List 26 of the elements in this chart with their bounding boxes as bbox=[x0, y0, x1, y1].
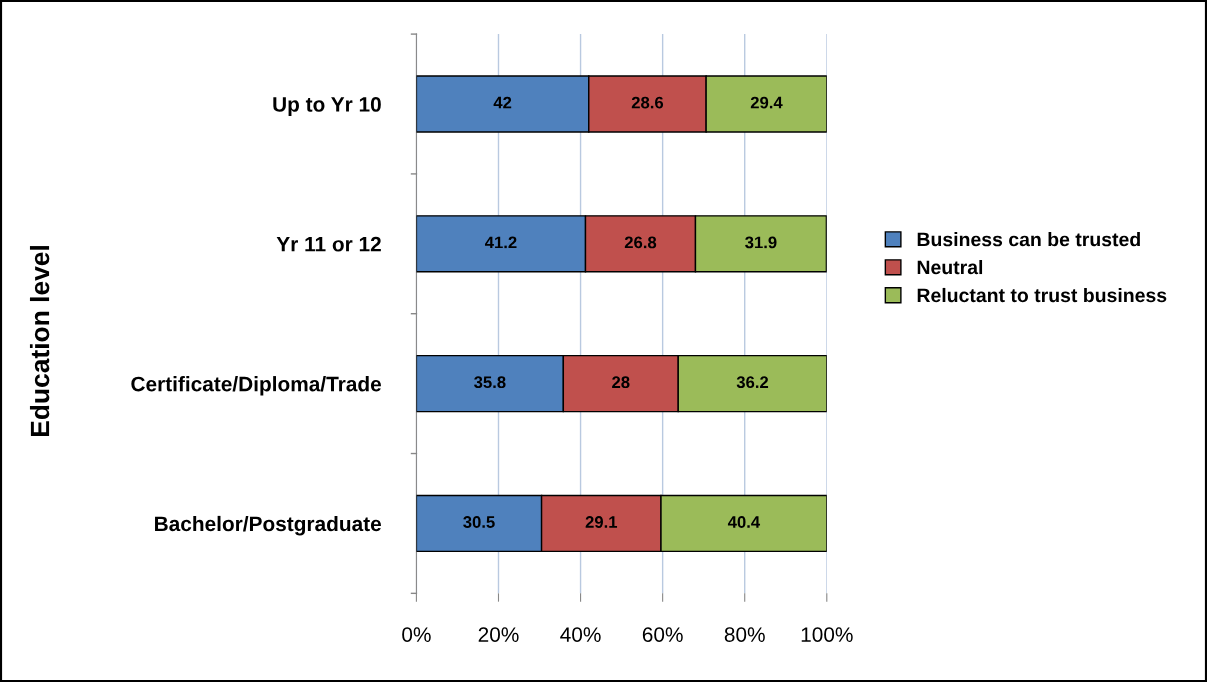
data-label: 40.4 bbox=[727, 516, 761, 528]
data-label: 35.8 bbox=[474, 376, 506, 389]
x-tick-label: 20% bbox=[478, 627, 519, 642]
x-tick-label: 0% bbox=[402, 627, 431, 642]
x-tick-label: 100% bbox=[801, 627, 853, 642]
data-label: 26.8 bbox=[624, 236, 657, 249]
x-tick-label: 40% bbox=[560, 627, 601, 642]
data-label: 28.6 bbox=[631, 96, 664, 109]
data-label: 36.2 bbox=[736, 376, 769, 389]
x-tick-label: 60% bbox=[642, 627, 683, 642]
data-label: 41.2 bbox=[484, 236, 517, 249]
data-label: 42 bbox=[493, 96, 512, 109]
legend-label: Business can be trusted bbox=[917, 232, 1140, 247]
data-label: 28 bbox=[612, 376, 630, 389]
y-tick-label: Yr 11 or 12 bbox=[276, 236, 381, 252]
legend-label: Reluctant to trust business bbox=[917, 287, 1167, 303]
y-tick-label: Up to Yr 10 bbox=[273, 97, 381, 116]
data-label: 29.1 bbox=[585, 516, 618, 528]
y-axis-title: Education level bbox=[29, 246, 50, 437]
x-tick-label: 80% bbox=[724, 627, 765, 642]
data-label: 31.9 bbox=[745, 236, 777, 249]
y-tick-label: Bachelor/Postgraduate bbox=[155, 515, 381, 536]
data-label: 30.5 bbox=[463, 516, 495, 528]
data-label: 29.4 bbox=[750, 96, 783, 109]
legend-label: Neutral bbox=[917, 259, 983, 275]
y-tick-label: Certificate/Diploma/Trade bbox=[131, 376, 381, 396]
